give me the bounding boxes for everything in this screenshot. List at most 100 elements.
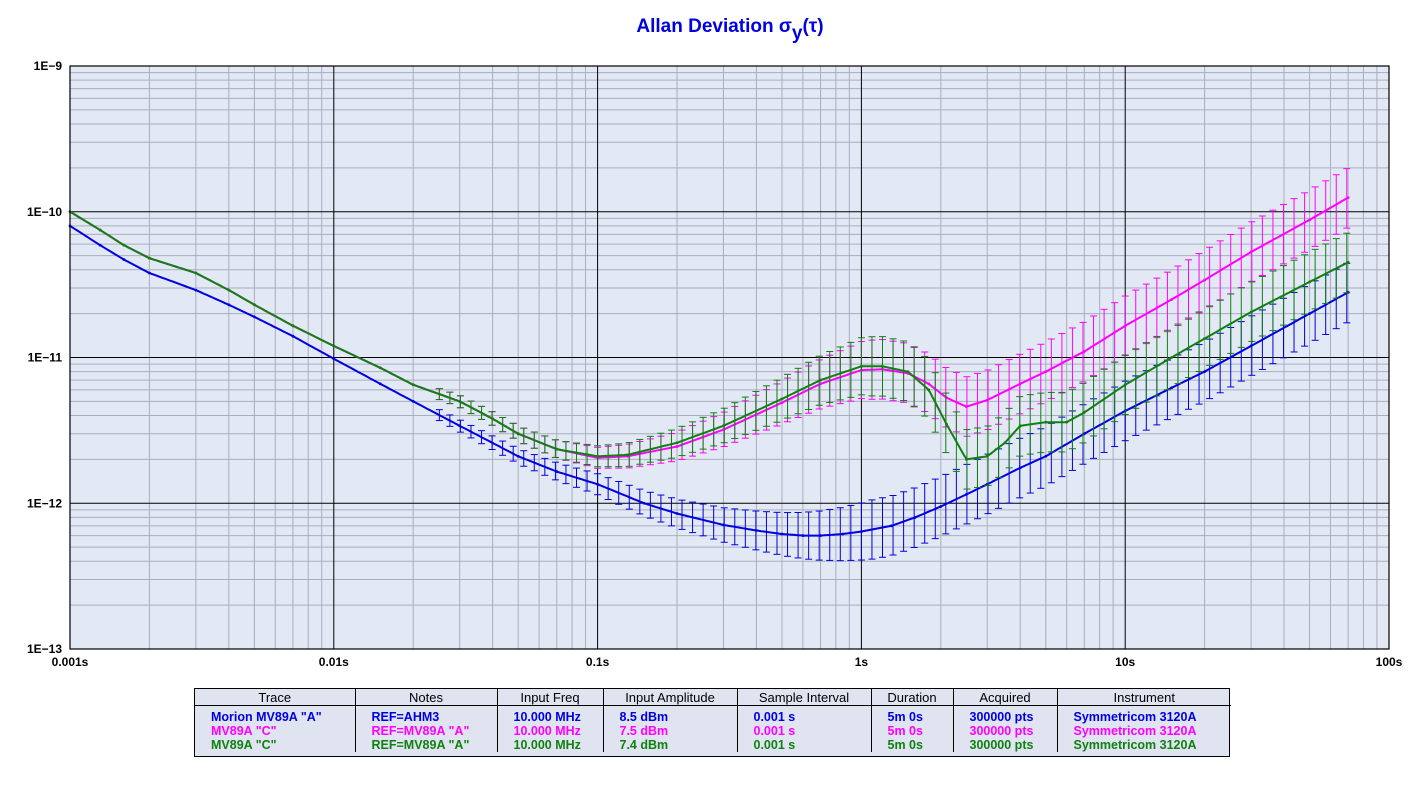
data-point (1249, 250, 1253, 254)
data-point (780, 401, 784, 405)
data-point (516, 454, 520, 458)
legend-cell: 300000 pts (953, 738, 1058, 752)
series-line (69, 225, 1348, 537)
data-point (148, 271, 151, 275)
y-tick-label: 1E−10 (27, 205, 62, 219)
legend-cell: 0.001 s (737, 705, 872, 724)
x-tick-label: 0.1s (586, 655, 610, 669)
legend-row: MV89A "C" REF=MV89A "A" 10.000 MHz 7.4 dBm 0… (195, 738, 1231, 752)
data-point (1123, 324, 1127, 328)
legend-cell: 300000 pts (953, 705, 1058, 724)
data-point (1203, 370, 1207, 374)
data-point (913, 515, 917, 519)
x-tick-label: 0.001s (52, 655, 89, 669)
y-tick-label: 1E−12 (27, 496, 62, 510)
legend-cell: Symmetricom 3120A (1073, 724, 1197, 738)
data-point (860, 364, 863, 368)
data-point (755, 529, 758, 532)
x-tick-label: 100s (1376, 655, 1403, 669)
legend-row: MV89A "C" REF=MV89A "A" 10.000 MHz 7.5 dBm 0… (195, 724, 1231, 738)
legend-cell: 0.001 s (737, 724, 872, 738)
data-point (1170, 386, 1174, 390)
legend-cell: 5m 0s (871, 705, 954, 724)
data-point (194, 288, 198, 292)
data-point (642, 501, 646, 505)
data-point (1123, 383, 1127, 387)
legend-body: Morion MV89A "A" REF=AHM3 10.000 MHz 8.5 dB… (195, 705, 1231, 752)
data-point (927, 382, 931, 386)
legend-cell: Symmetricom 3120A (1073, 738, 1197, 752)
data-point (945, 422, 948, 426)
legend-cell: Morion MV89A "A" (195, 705, 356, 724)
data-point (841, 532, 845, 536)
data-point (596, 454, 599, 458)
data-point (122, 243, 126, 247)
data-point (1249, 344, 1253, 348)
plot-frame (69, 65, 1390, 650)
legend-cell: MV89A "C" (195, 724, 356, 738)
data-point (98, 243, 102, 247)
legend-cell: 7.5 dBm (603, 724, 738, 738)
y-tick-label: 1E−13 (27, 642, 62, 656)
data-point (458, 424, 462, 428)
data-point (675, 441, 679, 445)
data-point (1346, 196, 1350, 200)
data-point (927, 388, 931, 392)
x-tick-label: 1s (855, 655, 869, 669)
data-point (860, 530, 863, 533)
legend-cell: REF=MV89A "A" (355, 738, 498, 752)
legend-cell: 10.000 MHz (497, 738, 604, 752)
data-point (1170, 356, 1174, 359)
y-tick-label: 1E−11 (28, 351, 63, 365)
data-point (98, 228, 102, 232)
legend-header-cell: Trace (195, 689, 356, 706)
grid (69, 65, 1390, 650)
data-point (1082, 411, 1086, 414)
legend-cell: 5m 0s (871, 738, 954, 752)
data-point (411, 383, 415, 387)
data-point (801, 534, 805, 537)
data-point (1082, 350, 1086, 353)
data-point (1308, 312, 1311, 316)
data-point (890, 524, 893, 528)
chart-title-main: Allan Deviation σ (636, 16, 792, 37)
data-point (964, 405, 968, 409)
data-point (675, 445, 679, 448)
legend-header-cell: Duration (871, 689, 954, 706)
series-3 (68, 210, 1351, 490)
legend-header-cell: Input Freq (497, 689, 604, 706)
legend-cell: MV89A "C" (195, 738, 356, 752)
chart-title-tail: (τ) (802, 16, 824, 37)
data-point (880, 364, 884, 368)
legend-header-row: Trace Notes Input Freq Input Amplitude Sampl… (195, 689, 1231, 706)
legend-cell: 5m 0s (871, 724, 954, 738)
y-tick-label: 1E−9 (34, 59, 63, 73)
data-point (252, 315, 256, 319)
data-point (1018, 382, 1022, 386)
legend-cell: 8.5 dBm (603, 705, 738, 724)
data-point (596, 482, 599, 486)
data-point (1203, 337, 1207, 340)
data-point (819, 382, 822, 386)
legend-cell: REF=AHM3 (355, 705, 498, 724)
data-point (378, 366, 382, 370)
legend-header-cell: Input Amplitude (603, 689, 738, 706)
data-point (722, 523, 725, 527)
data-point (148, 256, 151, 260)
legend-row: Morion MV89A "A" REF=AHM3 10.000 MHz 8.5 dB… (195, 705, 1231, 724)
data-point (332, 357, 336, 361)
chart-title-subscript: y (791, 23, 803, 44)
data-point (291, 334, 295, 338)
data-point (985, 454, 989, 458)
legend-header-cell: Notes (355, 689, 498, 706)
data-point (1170, 298, 1174, 301)
data-point (1044, 420, 1048, 424)
data-point (516, 432, 520, 436)
legend-header-cell: Acquired (953, 689, 1058, 706)
data-point (1308, 218, 1311, 222)
data-point (964, 457, 968, 461)
data-point (675, 512, 679, 515)
legend-header-cell: Sample Interval (737, 689, 872, 706)
x-tick-label: 0.01s (319, 655, 349, 669)
data-point (1346, 260, 1350, 264)
